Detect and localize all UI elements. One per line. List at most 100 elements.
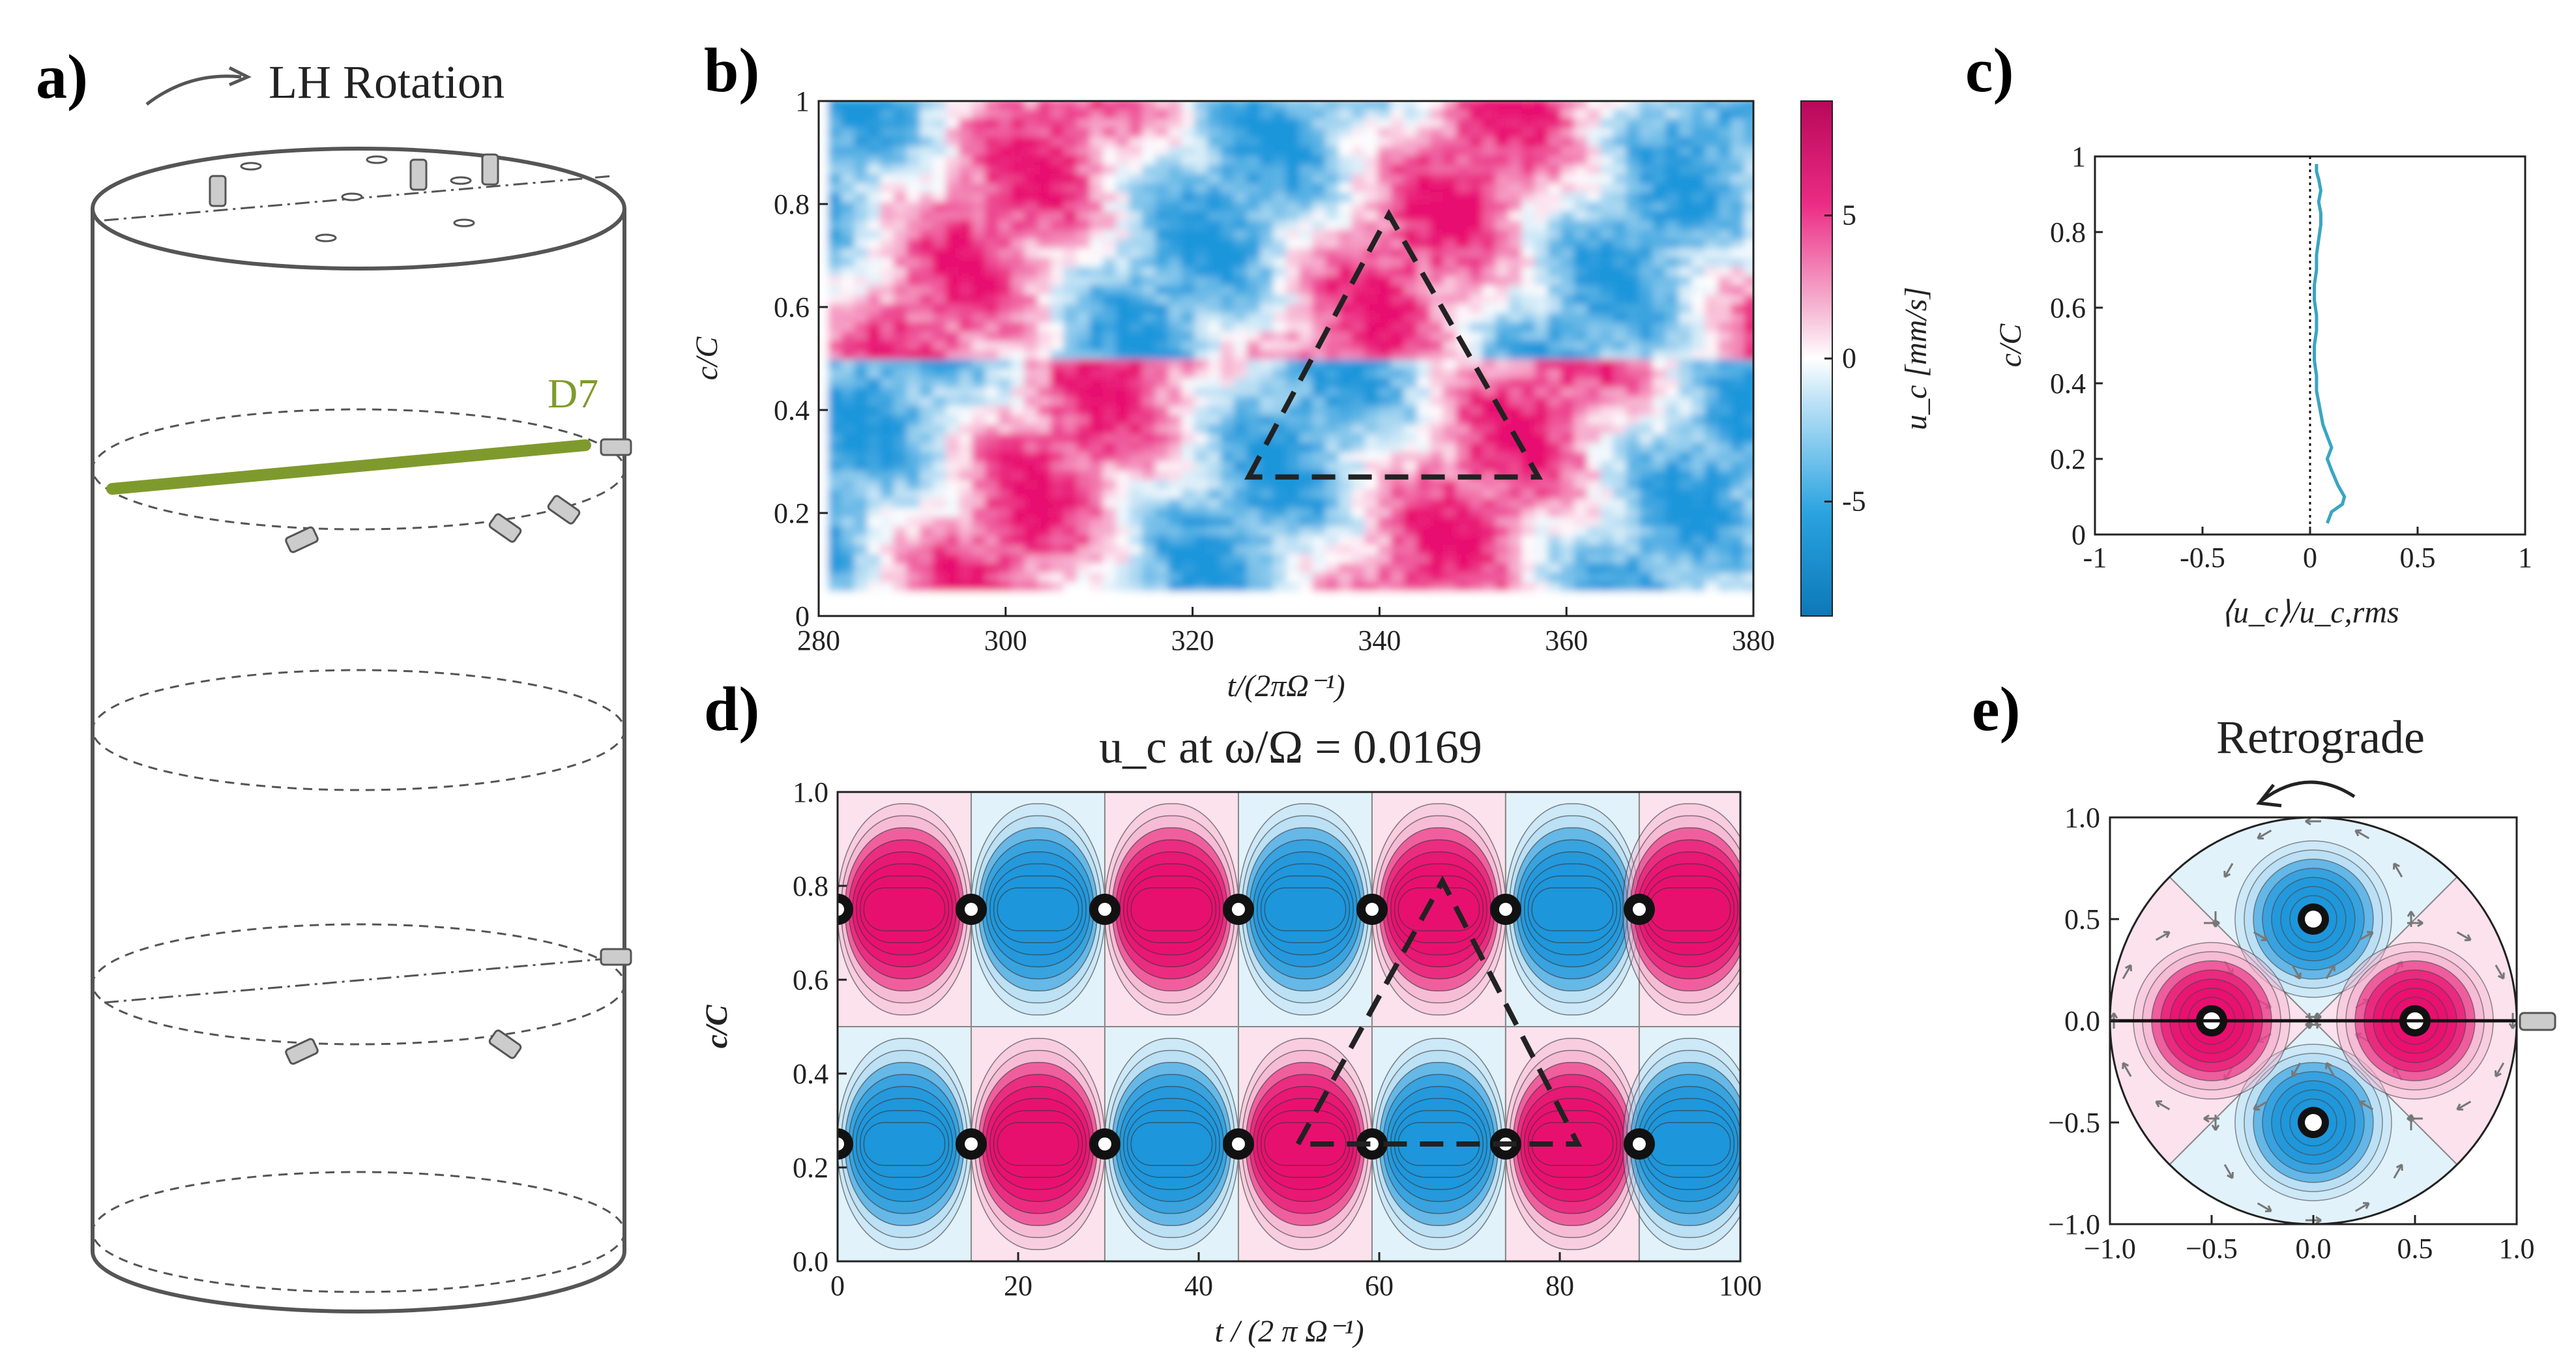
heatmap-cell bbox=[1691, 581, 1706, 592]
heatmap-cell bbox=[1731, 432, 1746, 443]
heatmap-cell bbox=[998, 478, 1012, 490]
heatmap-cell bbox=[1037, 553, 1052, 564]
heatmap-cell bbox=[1377, 284, 1392, 295]
heatmap-cell bbox=[1587, 544, 1602, 555]
heatmap-cell bbox=[1573, 154, 1588, 165]
heatmap-cell bbox=[1299, 293, 1313, 304]
heatmap-cell bbox=[1416, 432, 1431, 443]
heatmap-cell bbox=[1233, 293, 1248, 304]
flow-arrowhead bbox=[2125, 964, 2132, 972]
heatmap-cell bbox=[1076, 516, 1091, 527]
heatmap-cell bbox=[1364, 108, 1379, 119]
heatmap-cell bbox=[1521, 340, 1536, 351]
heatmap-cell bbox=[1024, 302, 1038, 314]
heatmap-cell bbox=[841, 516, 855, 527]
heatmap-cell bbox=[1665, 219, 1680, 230]
heatmap-cell bbox=[841, 275, 855, 286]
heatmap-cell bbox=[1718, 219, 1733, 230]
heatmap-cell bbox=[1063, 256, 1078, 267]
colorbar-tick-label: 0 bbox=[1842, 342, 1856, 374]
rotation-label: LH Rotation bbox=[269, 56, 505, 108]
heatmap-cell bbox=[1325, 164, 1339, 175]
retrograde-arrow bbox=[2261, 780, 2356, 802]
heatmap-cell bbox=[1246, 256, 1261, 267]
rotation-arrowhead bbox=[228, 66, 252, 87]
heatmap-cell bbox=[1456, 312, 1471, 323]
heatmap-cell bbox=[1600, 219, 1615, 230]
heatmap-cell bbox=[1272, 302, 1287, 314]
heatmap-cell bbox=[1168, 395, 1182, 406]
heatmap-cell bbox=[1338, 330, 1353, 342]
heatmap-cell bbox=[1181, 154, 1195, 165]
heatmap-cell bbox=[1155, 525, 1169, 536]
heatmap-cell bbox=[1155, 238, 1169, 248]
heatmap-cell bbox=[1194, 136, 1208, 147]
heatmap-cell bbox=[880, 525, 895, 536]
heatmap-cell bbox=[1573, 553, 1588, 564]
heatmap-cell bbox=[1325, 275, 1339, 286]
contour-band bbox=[997, 887, 1079, 931]
y-tick-label: −0.5 bbox=[2048, 1107, 2100, 1139]
heatmap-cell bbox=[1573, 302, 1588, 314]
heatmap-cell bbox=[1089, 210, 1104, 221]
heatmap-cell bbox=[1168, 469, 1182, 480]
heatmap-cell bbox=[1259, 441, 1274, 452]
heatmap-cell bbox=[1521, 478, 1536, 490]
heatmap-cell bbox=[1442, 117, 1457, 128]
heatmap-cell bbox=[1299, 469, 1313, 480]
heatmap-cell bbox=[1495, 192, 1510, 202]
panel-e-label: e) bbox=[1972, 674, 2021, 744]
heatmap-cell bbox=[1482, 173, 1497, 184]
heatmap-cell bbox=[1102, 173, 1117, 184]
heatmap-cell bbox=[1129, 469, 1143, 480]
heatmap-cell bbox=[841, 164, 855, 175]
heatmap-cell bbox=[1194, 368, 1208, 379]
x-tick-label: −1.0 bbox=[2084, 1233, 2136, 1265]
heatmap-cell bbox=[1155, 359, 1169, 369]
heatmap-cell bbox=[906, 423, 921, 434]
heatmap-cell bbox=[1613, 201, 1628, 212]
heatmap-cell bbox=[1547, 330, 1562, 342]
heatmap-cell bbox=[1116, 192, 1130, 202]
heatmap-cell bbox=[1168, 126, 1182, 138]
x-tick-label: -0.5 bbox=[2180, 542, 2225, 574]
heatmap-cell bbox=[1233, 164, 1248, 175]
heatmap-cell bbox=[1037, 321, 1052, 332]
heatmap-cell bbox=[1312, 581, 1326, 592]
heatmap-cell bbox=[1168, 247, 1182, 258]
heatmap-cell bbox=[1691, 441, 1706, 452]
heatmap-cell bbox=[1207, 469, 1222, 480]
heatmap-cell bbox=[1102, 210, 1117, 221]
heatmap-cell bbox=[959, 368, 973, 379]
heatmap-cell bbox=[893, 469, 908, 480]
heatmap-cell bbox=[1011, 136, 1025, 147]
heatmap-cell bbox=[1272, 247, 1287, 258]
heatmap-cell bbox=[841, 312, 855, 323]
heatmap-cell bbox=[1063, 126, 1078, 138]
heatmap-cell bbox=[919, 302, 934, 314]
heatmap-cell bbox=[1351, 441, 1366, 452]
heatmap-cell bbox=[1600, 535, 1615, 545]
heatmap-cell bbox=[1220, 525, 1235, 536]
heatmap-cell bbox=[959, 460, 973, 471]
heatmap-cell bbox=[1600, 572, 1615, 582]
heatmap-cell bbox=[1403, 219, 1418, 230]
heatmap-cell bbox=[1495, 154, 1510, 165]
heatmap-cell bbox=[1299, 265, 1313, 276]
heatmap-cell bbox=[1089, 497, 1104, 508]
heatmap-cell bbox=[1129, 108, 1143, 119]
heatmap-cell bbox=[893, 173, 908, 184]
heatmap-cell bbox=[1521, 136, 1536, 147]
heatmap-cell bbox=[1129, 488, 1143, 499]
contour-band bbox=[1648, 1122, 1731, 1166]
heatmap-cell bbox=[1089, 247, 1104, 258]
heatmap-cell bbox=[1573, 108, 1588, 119]
flow-arrow bbox=[2325, 1062, 2335, 1077]
heatmap-cell bbox=[1050, 284, 1065, 295]
heatmap-cell bbox=[1639, 544, 1654, 555]
heatmap-cell bbox=[1560, 312, 1575, 323]
heatmap-cell bbox=[1050, 460, 1065, 471]
heatmap-cell bbox=[1220, 441, 1235, 452]
heatmap-cell bbox=[1325, 535, 1339, 545]
heatmap-cell bbox=[1442, 145, 1457, 156]
